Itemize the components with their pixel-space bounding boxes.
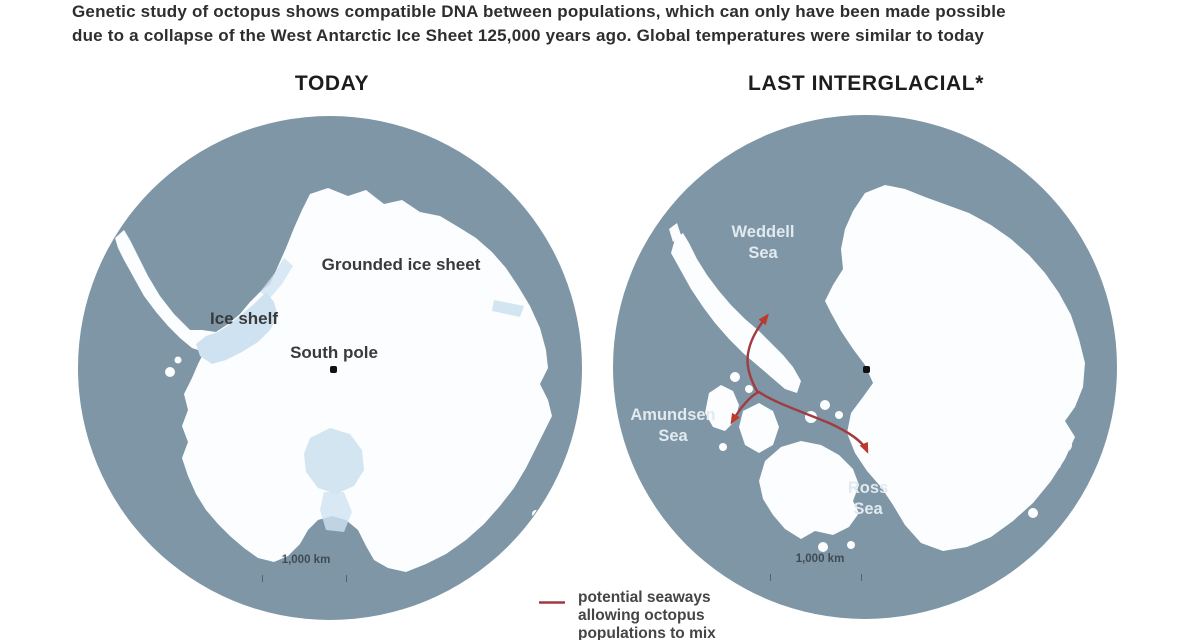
east-shelf-sliver — [492, 300, 524, 317]
ice-shelf-areas — [196, 258, 524, 532]
seaway-to-weddell — [746, 313, 769, 393]
south-pole-dot — [330, 366, 337, 373]
ross-sea-label: Ross Sea — [848, 478, 888, 520]
scale-bar-right — [770, 574, 862, 581]
grounded-ice-sheet-label: Grounded ice sheet — [321, 255, 481, 274]
ross-line1: Ross — [847, 479, 889, 497]
weddell-line2: Sea — [748, 244, 778, 262]
header-text: Genetic study of octopus shows compatibl… — [72, 0, 1147, 47]
ice-shelf-label: Ice shelf — [209, 309, 279, 328]
antarctica-land-today — [115, 188, 552, 572]
scale-label-left: 1,000 km — [281, 554, 331, 566]
amundsen-sea-label: Amundsen Sea — [630, 405, 715, 447]
south-pole-label: South pole — [290, 343, 378, 362]
seaway-arrows — [730, 313, 869, 454]
ross-shelf-tail — [320, 492, 352, 532]
right-globe-title: LAST INTERGLACIAL* — [748, 72, 984, 95]
legend-line-1: potential seaways — [578, 589, 711, 606]
left-globe-title: TODAY — [294, 72, 370, 95]
island-a — [705, 385, 739, 431]
island-b — [739, 403, 779, 453]
peninsula-arm — [671, 233, 801, 393]
scale-label-right: 1,000 km — [795, 553, 845, 565]
ross-ice-shelf — [304, 428, 364, 494]
header-line-1: Genetic study of octopus shows compatibl… — [72, 2, 1006, 21]
scale-bar-left — [262, 575, 347, 582]
antarctica-land-interglacial — [669, 185, 1085, 552]
interglacial-globe: Weddell Sea Amundsen Sea Ross Sea 1,000 … — [613, 115, 1117, 619]
south-pole-dot — [863, 366, 870, 373]
legend-line-2: allowing octopus — [578, 607, 705, 624]
legend-line-3: populations to mix — [578, 625, 716, 640]
seaway-legend-line — [539, 601, 565, 604]
legend-text: potential seaways allowing octopus popul… — [578, 589, 798, 640]
seaway-to-ross — [757, 390, 869, 454]
ronne-shelf-band — [260, 258, 293, 298]
ronne-ice-shelf — [196, 292, 278, 364]
island-c — [759, 441, 859, 539]
weddell-sea-label: Weddell Sea — [732, 222, 795, 264]
seaway-to-amundsen — [730, 390, 761, 425]
weddell-line1: Weddell — [731, 223, 795, 241]
peninsula-tip-fork — [669, 223, 681, 242]
amundsen-line2: Sea — [658, 427, 688, 445]
east-antarctica — [825, 185, 1085, 551]
ross-line2: Sea — [853, 500, 883, 518]
today-globe: Grounded ice sheet Ice shelf South pole … — [78, 116, 582, 620]
amundsen-line1: Amundsen — [630, 406, 716, 424]
header-line-2: due to a collapse of the West Antarctic … — [72, 25, 984, 45]
